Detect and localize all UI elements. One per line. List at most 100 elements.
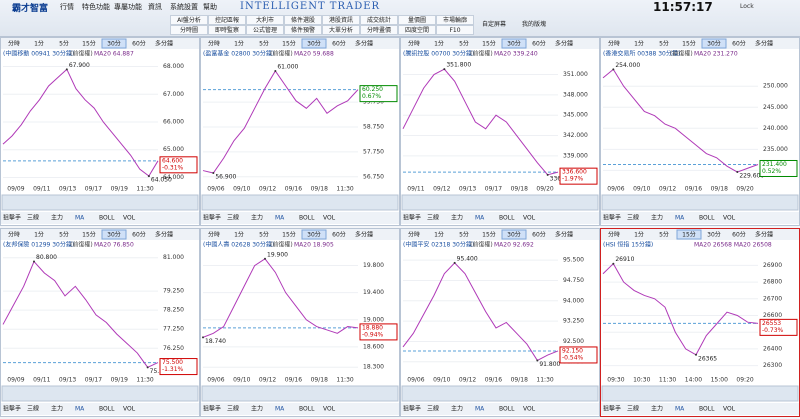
toolbar-button[interactable]: 條件選股	[284, 15, 322, 25]
indicator-tab[interactable]: 主力	[651, 214, 663, 222]
timeframe-tab[interactable]: 60分	[732, 40, 746, 48]
indicator-tab[interactable]: 三線	[27, 405, 39, 413]
indicator-tab[interactable]: VOL	[323, 406, 336, 413]
toolbar-button[interactable]: 成交統計	[360, 15, 398, 25]
indicator-tab[interactable]: BOLL	[299, 215, 315, 222]
indicator-tab[interactable]: 三線	[27, 214, 39, 222]
timeframe-tab[interactable]: 30分	[307, 40, 321, 48]
indicator-tab[interactable]: 狙擊手	[603, 405, 621, 413]
timeframe-tab[interactable]: 60分	[132, 40, 146, 48]
toolbar-button[interactable]: 控記區報	[208, 15, 246, 25]
timeframe-tab[interactable]: 60分	[332, 40, 346, 48]
timeframe-tab[interactable]: 60分	[332, 231, 346, 239]
indicator-tab[interactable]: 主力	[251, 214, 263, 222]
timeframe-tab[interactable]: 1分	[634, 40, 644, 48]
indicator-tab[interactable]: MA	[275, 215, 285, 222]
indicator-tab[interactable]: 主力	[51, 214, 63, 222]
indicator-tab[interactable]: MA	[275, 406, 285, 413]
indicator-tab[interactable]: 主力	[451, 405, 463, 413]
indicator-tab[interactable]: 三線	[427, 214, 439, 222]
indicator-tab[interactable]: 主力	[651, 405, 663, 413]
timeframe-tab[interactable]: 30分	[507, 40, 521, 48]
timeframe-tab[interactable]: 多分鐘	[155, 231, 173, 239]
timeframe-tab[interactable]: 5分	[659, 231, 669, 239]
toolbar-button[interactable]: 大單分析	[322, 25, 360, 35]
indicator-tab[interactable]: 狙擊手	[3, 405, 21, 413]
timeframe-tab[interactable]: 分時	[408, 40, 420, 48]
indicator-tab[interactable]: 主力	[51, 405, 63, 413]
timeframe-tab[interactable]: 分時	[8, 40, 20, 48]
toolbar-button[interactable]: 港股資訊	[322, 15, 360, 25]
indicator-tab[interactable]: MA	[475, 215, 485, 222]
timeframe-tab[interactable]: 5分	[259, 231, 269, 239]
timeframe-tab[interactable]: 多分鐘	[355, 231, 373, 239]
timeframe-tab[interactable]: 15分	[682, 231, 696, 239]
toolbar-button[interactable]: 分時畫價	[360, 25, 398, 35]
indicator-tab[interactable]: BOLL	[99, 215, 115, 222]
indicator-tab[interactable]: MA	[675, 406, 685, 413]
menu[interactable]: 行情	[60, 3, 74, 11]
indicator-tab[interactable]: 狙擊手	[403, 405, 421, 413]
indicator-tab[interactable]: 狙擊手	[403, 214, 421, 222]
toolbar-button[interactable]: 即時監察	[208, 25, 246, 35]
timeframe-tab[interactable]: 多分鐘	[155, 40, 173, 48]
indicator-tab[interactable]: BOLL	[299, 406, 315, 413]
indicator-tab[interactable]: 三線	[627, 214, 639, 222]
indicator-tab[interactable]: 主力	[251, 405, 263, 413]
timeframe-tab[interactable]: 多分鐘	[355, 40, 373, 48]
toolbar-button[interactable]: F10	[436, 25, 474, 35]
timeframe-tab[interactable]: 1分	[234, 40, 244, 48]
timeframe-tab[interactable]: 30分	[707, 231, 721, 239]
timeframe-tab[interactable]: 1分	[34, 40, 44, 48]
toolbar-button[interactable]: 市場輪廓	[436, 15, 474, 25]
toolbar-button[interactable]: 大利市	[246, 15, 284, 25]
indicator-tab[interactable]: VOL	[723, 406, 736, 413]
timeframe-tab[interactable]: 60分	[732, 231, 746, 239]
indicator-tab[interactable]: VOL	[523, 215, 536, 222]
timeframe-tab[interactable]: 多分鐘	[555, 231, 573, 239]
timeframe-tab[interactable]: 60分	[532, 40, 546, 48]
indicator-tab[interactable]: VOL	[123, 215, 136, 222]
timeframe-tab[interactable]: 30分	[507, 231, 521, 239]
timeframe-tab[interactable]: 1分	[634, 231, 644, 239]
timeframe-tab[interactable]: 5分	[59, 40, 69, 48]
timeframe-tab[interactable]: 5分	[459, 231, 469, 239]
indicator-tab[interactable]: 三線	[227, 405, 239, 413]
indicator-tab[interactable]: 三線	[227, 214, 239, 222]
timeframe-tab[interactable]: 15分	[682, 40, 696, 48]
indicator-tab[interactable]: BOLL	[699, 215, 715, 222]
timeframe-tab[interactable]: 5分	[259, 40, 269, 48]
timeframe-tab[interactable]: 15分	[482, 40, 496, 48]
indicator-tab[interactable]: MA	[475, 406, 485, 413]
timeframe-tab[interactable]: 多分鐘	[555, 40, 573, 48]
toolbar-button[interactable]: 量價圖	[398, 15, 436, 25]
indicator-tab[interactable]: BOLL	[499, 215, 515, 222]
timeframe-tab[interactable]: 分時	[608, 40, 620, 48]
timeframe-tab[interactable]: 5分	[659, 40, 669, 48]
timeframe-tab[interactable]: 60分	[532, 231, 546, 239]
timeframe-tab[interactable]: 15分	[482, 231, 496, 239]
timeframe-tab[interactable]: 分時	[408, 231, 420, 239]
indicator-tab[interactable]: BOLL	[499, 406, 515, 413]
timeframe-tab[interactable]: 多分鐘	[755, 40, 773, 48]
indicator-tab[interactable]: VOL	[723, 215, 736, 222]
toolbar-button[interactable]: AI盤分析	[170, 15, 208, 25]
toolbar-button[interactable]: 條件預警	[284, 25, 322, 35]
toolbar-button[interactable]: 自定屏幕	[482, 21, 507, 28]
timeframe-tab[interactable]: 15分	[282, 231, 296, 239]
indicator-tab[interactable]: 主力	[451, 214, 463, 222]
timeframe-tab[interactable]: 1分	[434, 40, 444, 48]
timeframe-tab[interactable]: 30分	[307, 231, 321, 239]
menu[interactable]: 資訊	[148, 3, 162, 11]
menu[interactable]: 幫助	[203, 3, 217, 11]
lock[interactable]: Lock	[740, 3, 754, 10]
timeframe-tab[interactable]: 1分	[434, 231, 444, 239]
indicator-tab[interactable]: MA	[75, 406, 85, 413]
indicator-tab[interactable]: MA	[675, 215, 685, 222]
timeframe-tab[interactable]: 30分	[707, 40, 721, 48]
indicator-tab[interactable]: 狙擊手	[603, 214, 621, 222]
indicator-tab[interactable]: 三線	[427, 405, 439, 413]
timeframe-tab[interactable]: 15分	[282, 40, 296, 48]
timeframe-tab[interactable]: 分時	[608, 231, 620, 239]
timeframe-tab[interactable]: 1分	[34, 231, 44, 239]
